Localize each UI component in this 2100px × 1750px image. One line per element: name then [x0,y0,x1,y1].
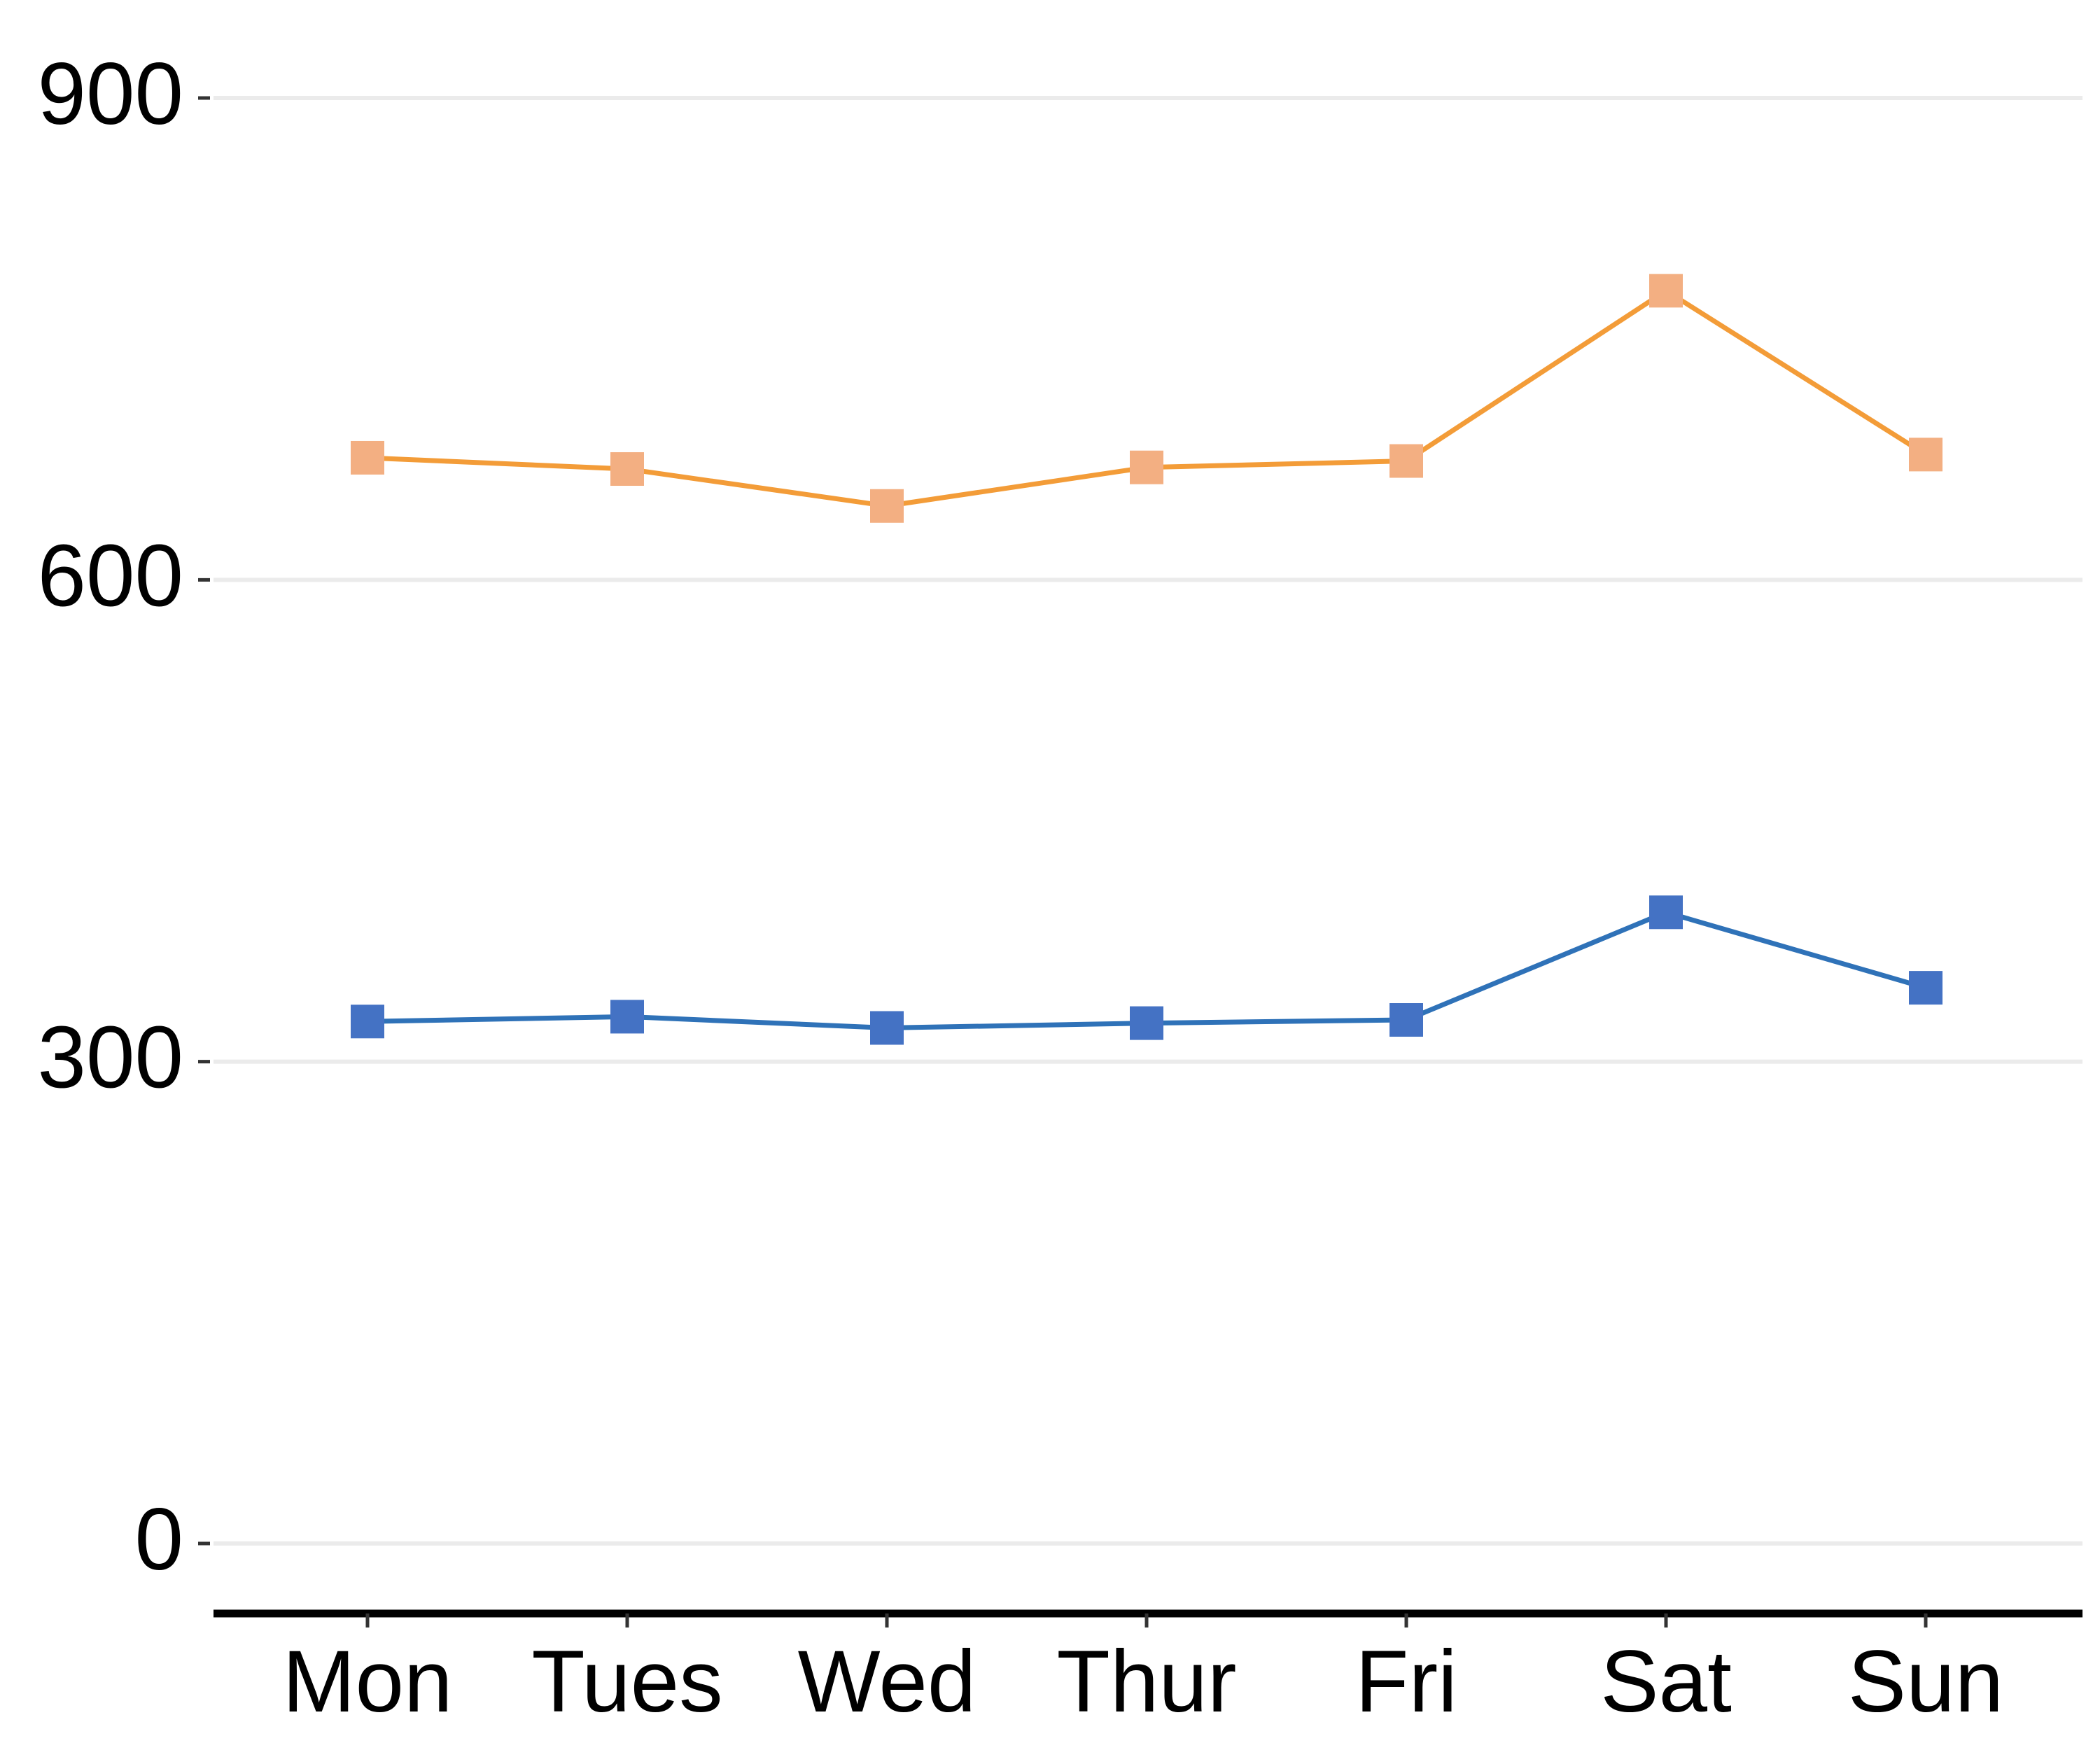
series-1-point-fri [1390,444,1423,478]
y-axis: 0 300 600 900 [37,46,210,1588]
x-tick-label: Thur [1056,1633,1236,1730]
series-1-point-sun [1909,438,1942,472]
series-group [351,274,1942,1045]
y-tick-label: 900 [37,46,183,143]
x-tick-label: Fri [1355,1633,1457,1730]
x-tick-label: Sun [1848,1633,2003,1730]
x-axis: Mon Tues Wed Thur Fri Sat Sun [214,1609,2082,1730]
gridlines [214,96,2082,1546]
x-tick-label: Wed [798,1633,976,1730]
series-2-point-sun [1909,971,1942,1005]
series-2-point-sat [1649,895,1683,930]
series-2-point-fri [1390,1003,1423,1037]
series-1-point-mon [351,440,384,475]
series-1-point-tues [610,452,644,486]
series-1-point-thur [1130,450,1163,484]
series-2-point-mon [351,1004,384,1039]
y-tick-label: 600 [37,527,183,624]
x-tick-label: Tues [531,1633,722,1730]
y-tick-label: 0 [134,1491,183,1588]
y-tick-label: 300 [37,1009,183,1107]
x-tick-label: Mon [282,1633,452,1730]
series-2-point-thur [1130,1006,1163,1040]
x-tick-label: Sat [1600,1633,1732,1730]
series-2-point-wed [870,1011,904,1045]
series-1-point-sat [1649,274,1683,308]
series-2-point-tues [610,1000,644,1034]
series-1-point-wed [870,489,904,523]
